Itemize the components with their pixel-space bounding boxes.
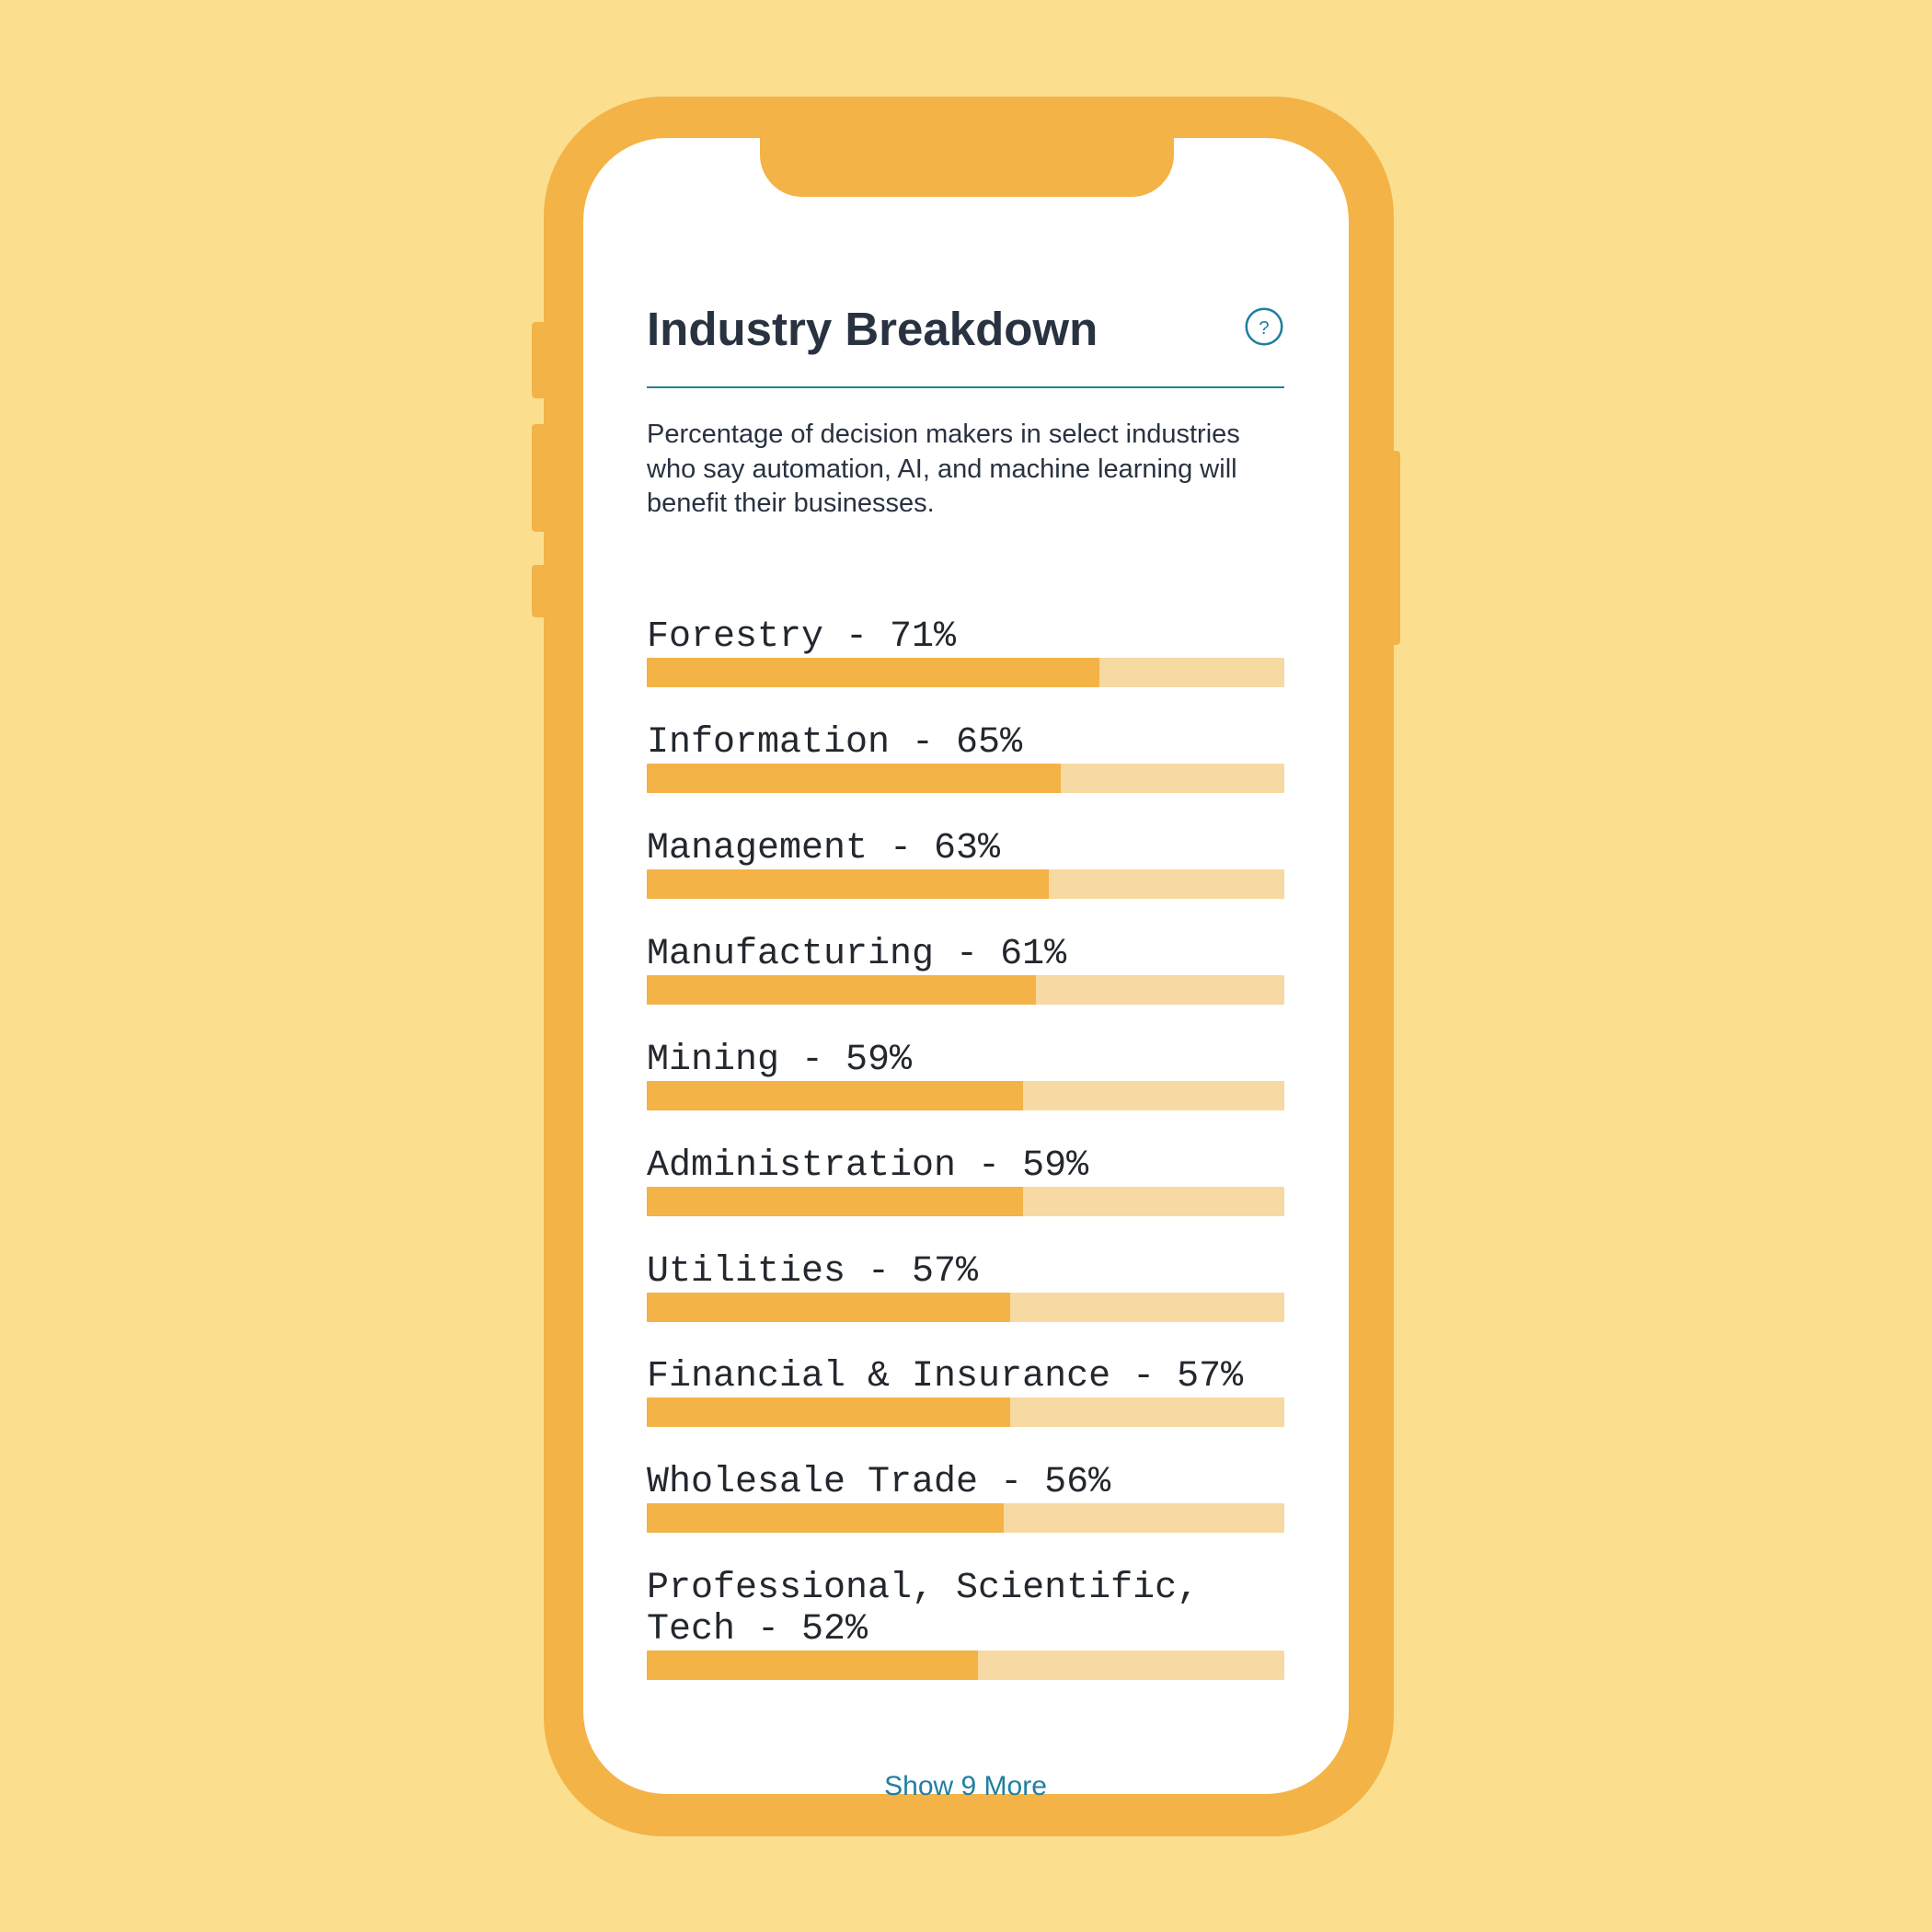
svg-text:?: ?	[1259, 318, 1269, 339]
